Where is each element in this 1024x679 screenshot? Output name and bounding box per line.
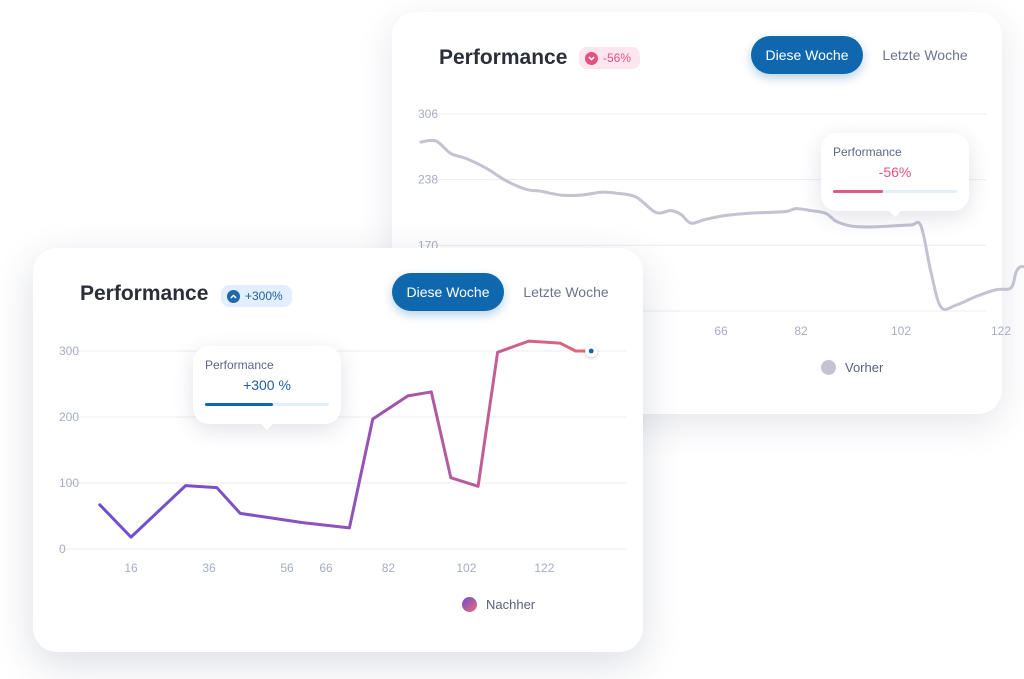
legend-vorher: Vorher	[821, 360, 883, 375]
y-tick-label: 306	[418, 107, 438, 121]
badge-text: -56%	[603, 51, 632, 65]
tooltip-progress-track	[833, 190, 957, 193]
tooltip-value: -56%	[878, 164, 912, 180]
series-line-nachher	[98, 339, 593, 539]
card-title: Performance	[439, 46, 568, 69]
badge-text: +300%	[245, 289, 283, 303]
x-tick-label: 66	[319, 561, 333, 575]
legend-label: Nachher	[486, 597, 536, 612]
legend-label: Vorher	[845, 360, 884, 375]
y-tick-label: 100	[59, 476, 79, 490]
x-tick-label: 36	[202, 561, 216, 575]
end-point-dot	[588, 348, 594, 354]
tab-diese-woche[interactable]: Diese Woche	[392, 273, 504, 311]
change-badge: -56%	[579, 47, 641, 69]
performance-tooltip: Performance +300 %	[193, 346, 341, 430]
x-tick-label: 122	[534, 561, 554, 575]
legend-swatch	[821, 360, 836, 375]
tooltip-progress-fill	[205, 403, 274, 406]
y-tick-label: 238	[418, 173, 438, 187]
legend-nachher: Nachher	[462, 597, 535, 612]
performance-tooltip: Performance -56%	[821, 133, 969, 217]
x-tick-label: 102	[456, 561, 476, 575]
tooltip-label: Performance	[205, 358, 274, 372]
x-tick-label: 122	[991, 324, 1011, 338]
y-tick-label: 300	[59, 344, 79, 358]
tooltip-progress-track	[205, 403, 329, 406]
card-title: Performance	[80, 282, 209, 305]
tooltip-progress-fill	[833, 190, 883, 193]
chevron-down-icon	[585, 51, 598, 65]
legend-swatch	[462, 597, 477, 612]
tab-letzte-woche[interactable]: Letzte Woche	[882, 47, 968, 63]
chevron-up-icon	[227, 289, 240, 303]
change-badge: +300%	[221, 285, 292, 307]
x-tick-label: 102	[891, 324, 911, 338]
x-tick-label: 82	[382, 561, 396, 575]
tooltip-value: +300 %	[243, 377, 291, 393]
series-line-vorher	[419, 138, 1024, 311]
y-tick-label: 200	[59, 410, 79, 424]
x-tick-label: 16	[124, 561, 138, 575]
tooltip-label: Performance	[833, 145, 902, 159]
x-tick-label: 66	[714, 324, 728, 338]
y-tick-label: 0	[59, 542, 66, 556]
x-tick-label: 56	[280, 561, 294, 575]
tab-diese-woche[interactable]: Diese Woche	[751, 36, 863, 74]
tab-letzte-woche[interactable]: Letzte Woche	[523, 284, 609, 300]
line-chart-nachher: 300 200 100 0 16 36 56 66 82 102 122	[59, 339, 627, 575]
performance-card-front: Performance +300% Diese Woche Letzte Woc…	[33, 248, 643, 652]
x-tick-label: 82	[794, 324, 808, 338]
